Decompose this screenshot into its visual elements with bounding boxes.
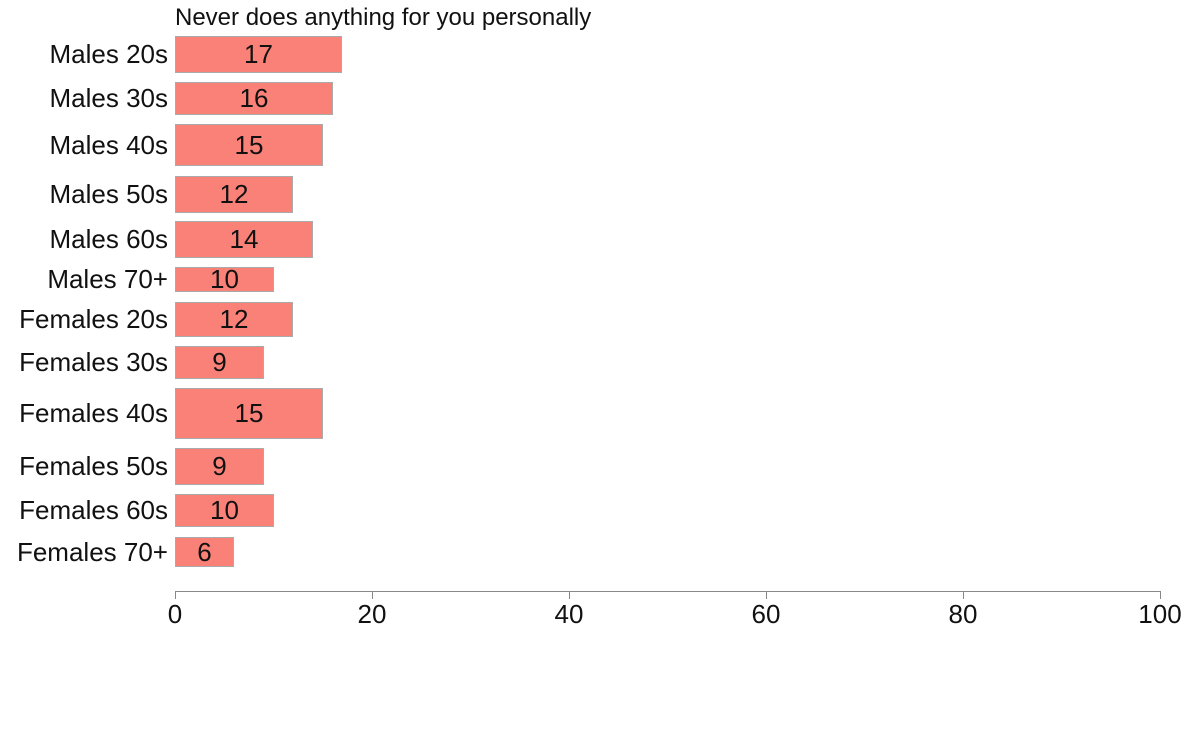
category-label: Males 20s: [49, 39, 169, 69]
category-label: Males 50s: [49, 179, 169, 209]
category-label: Males 70+: [47, 264, 168, 294]
category-label: Females 70+: [16, 536, 168, 567]
x-axis-tick-label: 80: [948, 599, 978, 629]
bar-value-label: 15: [234, 129, 264, 160]
x-axis-tick: [569, 591, 570, 599]
x-axis-tick-label: 100: [1138, 599, 1182, 629]
category-label: Females 30s: [19, 347, 168, 377]
x-axis-tick-label: 0: [167, 599, 183, 629]
category-label: Males 30s: [49, 83, 169, 113]
bar-value-label: 14: [229, 224, 259, 254]
bar: 15: [175, 124, 323, 166]
category-label: Females 60s: [19, 495, 168, 525]
x-axis-tick: [766, 591, 767, 599]
category-label: Females 20s: [19, 304, 168, 334]
bar: 10: [175, 494, 274, 527]
x-axis-line: [175, 591, 1161, 592]
bar: 12: [175, 302, 293, 337]
legend: Never does anything for you personally L…: [0, 636, 1188, 696]
x-axis-tick-label: 40: [554, 599, 584, 629]
bar-value-label: 15: [234, 398, 264, 428]
x-axis-tick-label: 60: [751, 599, 781, 629]
bar: 17: [175, 36, 342, 73]
x-axis-tick: [1160, 591, 1161, 599]
category-label: Females 40s: [19, 398, 168, 428]
bar-value-label: 17: [244, 39, 273, 69]
bar: 15: [175, 388, 323, 439]
x-axis-tick: [963, 591, 964, 599]
bar: 9: [175, 346, 264, 379]
x-axis-tick: [175, 591, 176, 599]
category-label: Males 40s: [49, 129, 169, 160]
chart-title: Never does anything for you personally: [175, 4, 592, 31]
bar-value-label: 10: [210, 264, 239, 294]
bar-value-label: 9: [212, 347, 227, 377]
bar: 16: [175, 82, 333, 115]
category-label: Females 50s: [19, 451, 168, 481]
bar-value-label: 6: [197, 536, 212, 567]
bar: 12: [175, 176, 293, 213]
bar-value-label: 12: [219, 179, 249, 209]
bar-value-label: 10: [210, 495, 239, 525]
x-axis-tick: [372, 591, 373, 599]
bar-value-label: 9: [212, 451, 227, 481]
bar: 14: [175, 221, 313, 258]
bar: 6: [175, 537, 234, 567]
bar: 10: [175, 264, 274, 294]
x-axis-tick-label: 20: [357, 599, 387, 629]
bar-value-label: 12: [219, 304, 249, 334]
bar-value-label: 16: [239, 83, 269, 113]
bar: 9: [175, 448, 264, 485]
category-label: Males 60s: [49, 224, 169, 254]
